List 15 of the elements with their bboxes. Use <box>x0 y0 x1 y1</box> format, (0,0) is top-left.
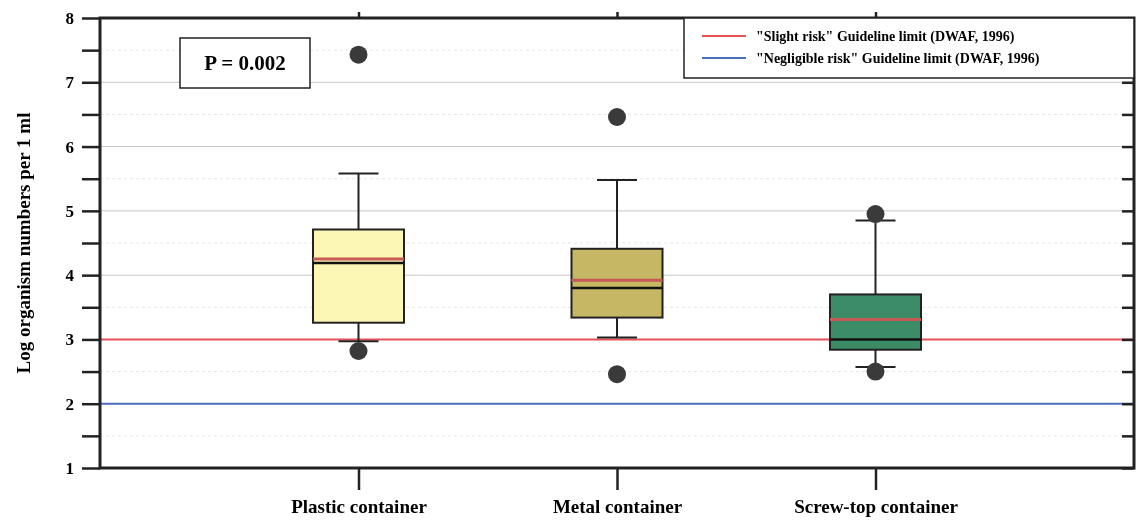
annotation: P = 0.002 <box>204 51 286 76</box>
y-tick-label: 2 <box>65 394 74 414</box>
y-tick-label: 7 <box>65 73 75 93</box>
legend-label: "Slight risk" Guideline limit (DWAF, 1996) <box>756 28 1015 45</box>
x-tick-label: Plastic container <box>291 496 428 518</box>
y-tick-label: 6 <box>65 137 74 157</box>
y-tick-label: 3 <box>65 330 74 350</box>
x-tick-label: Metal container <box>552 496 683 518</box>
y-tick-label: 1 <box>65 458 74 478</box>
y-tick-label: 5 <box>65 201 74 221</box>
x-tick-label: Screw-top container <box>794 496 959 518</box>
y-tick-label: 8 <box>65 8 74 28</box>
legend-label: "Negligible risk" Guideline limit (DWAF, 1996) <box>756 50 1040 67</box>
y-tick-label: 4 <box>65 266 75 286</box>
y-axis-title: Log organism numbers per 1 ml <box>13 112 34 374</box>
